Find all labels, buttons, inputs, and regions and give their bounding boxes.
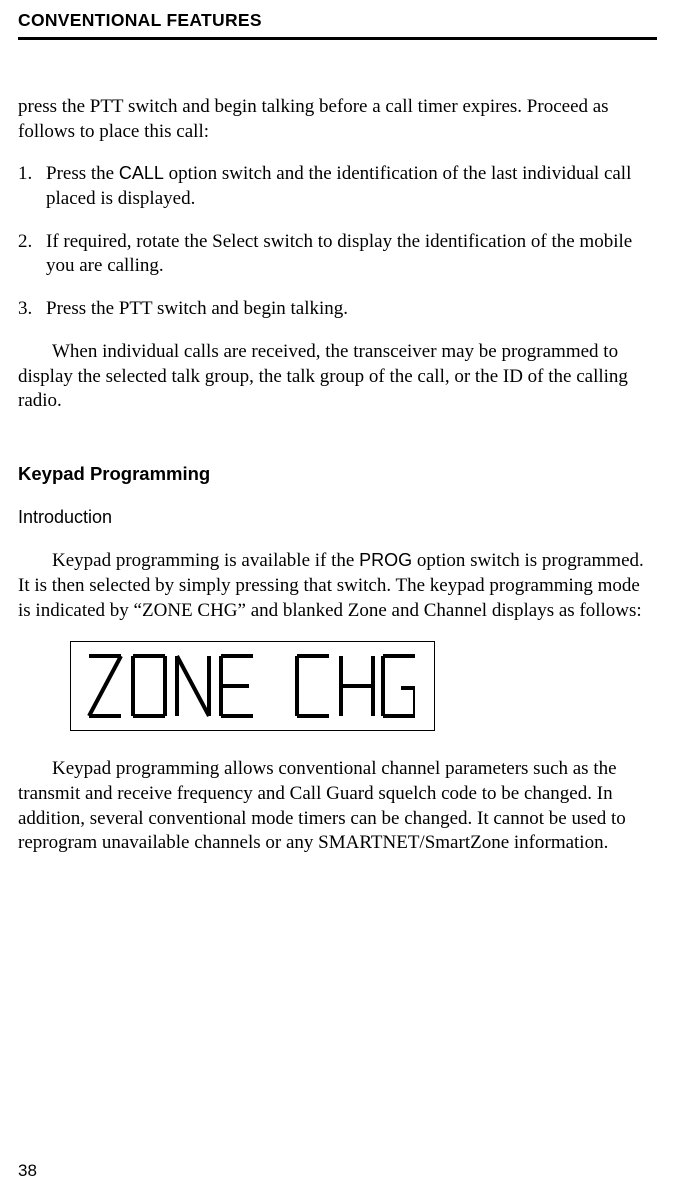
lcd-svg <box>85 650 415 722</box>
keypad-p1-before: Keypad programming is available if the <box>52 550 359 571</box>
lcd-display <box>70 641 435 731</box>
keypad-p1: Keypad programming is available if the P… <box>18 549 657 623</box>
step-item: 2. If required, rotate the Select switch… <box>18 230 657 279</box>
steps-list: 1. Press the CALL option switch and the … <box>18 162 657 321</box>
step-item: 3. Press the PTT switch and begin talkin… <box>18 297 657 322</box>
received-para: When individual calls are received, the … <box>18 340 657 414</box>
step-text-before: Press the <box>46 163 119 184</box>
step-text: Press the PTT switch and begin talking. <box>46 297 657 322</box>
section-heading: Keypad Programming <box>18 462 657 486</box>
step-text: If required, rotate the Select switch to… <box>46 230 657 279</box>
step-number: 3. <box>18 297 46 322</box>
step-item: 1. Press the CALL option switch and the … <box>18 162 657 211</box>
step-text: Press the CALL option switch and the ide… <box>46 162 657 211</box>
step-number: 1. <box>18 162 46 211</box>
page-number: 38 <box>18 1161 37 1181</box>
header-rule <box>18 37 657 40</box>
step-number: 2. <box>18 230 46 279</box>
keypad-p1-code: PROG <box>359 550 412 570</box>
keypad-p2: Keypad programming allows conventional c… <box>18 757 657 856</box>
step-code: CALL <box>119 163 164 183</box>
intro-para: press the PTT switch and begin talking b… <box>18 95 657 144</box>
sub-heading: Introduction <box>18 506 657 529</box>
page-header: CONVENTIONAL FEATURES <box>18 10 657 31</box>
